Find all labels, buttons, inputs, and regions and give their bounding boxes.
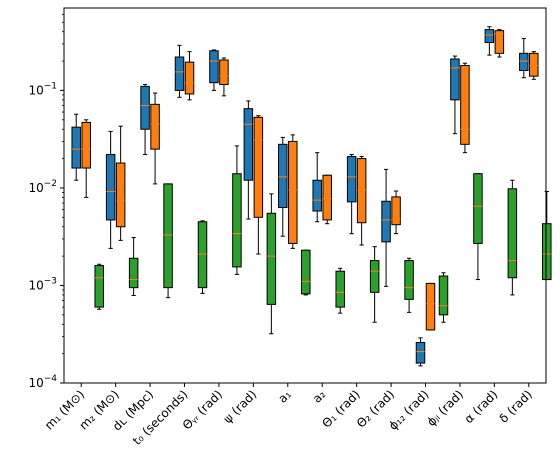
box-body — [81, 121, 91, 169]
box-s2-c7 — [335, 267, 345, 314]
box-body — [232, 173, 242, 268]
box-s1-c6 — [288, 134, 298, 249]
box-s1-c3 — [184, 51, 195, 101]
box-body — [356, 158, 367, 224]
box-body — [301, 249, 311, 295]
box-s2-c13 — [542, 190, 552, 281]
x-tick-label: ϕⱼₗ (rad) — [424, 387, 466, 429]
box-s0-c11 — [450, 55, 460, 135]
box-body — [140, 85, 150, 130]
box-s2-c4 — [232, 145, 242, 275]
box-body — [312, 179, 322, 212]
box-s2-c0 — [94, 263, 104, 310]
box-body — [105, 154, 116, 221]
box-body — [507, 188, 518, 279]
box-s2-c2 — [163, 183, 173, 299]
box-s0-c9 — [381, 168, 391, 287]
box-body — [484, 29, 495, 43]
box-body — [150, 103, 160, 150]
plot-frame — [63, 7, 547, 384]
box-body — [450, 58, 460, 101]
box-body — [288, 140, 298, 244]
box-body — [369, 260, 380, 293]
box-s2-c8 — [369, 246, 380, 323]
box-s1-c13 — [529, 51, 539, 80]
box-s0-c8 — [346, 154, 357, 235]
box-s1-c1 — [115, 125, 126, 241]
box-body — [404, 260, 414, 300]
box-s1-c12 — [494, 29, 505, 58]
box-s2-c3 — [197, 220, 208, 294]
box-s1-c9 — [391, 190, 401, 235]
y-axis: 10−4 10−3 10−2 10−1 — [28, 14, 64, 390]
y-tick-label: 10−4 — [28, 374, 57, 390]
box-s1-c8 — [356, 156, 367, 246]
box-s1-c11 — [460, 62, 470, 154]
box-body — [266, 212, 277, 305]
box-s0-c5 — [243, 100, 254, 220]
box-body — [71, 126, 81, 169]
box-s1-c4 — [219, 57, 229, 97]
box-s0-c3 — [174, 44, 185, 98]
box-body — [542, 223, 552, 281]
y-tick-label: 10−3 — [28, 276, 57, 292]
box-s1-c0 — [81, 119, 91, 198]
x-tick-label: a₂ — [310, 387, 329, 406]
box-body — [519, 52, 529, 72]
box-body — [391, 196, 401, 226]
box-body — [438, 275, 449, 316]
box-s2-c6 — [301, 249, 311, 296]
box-body — [425, 282, 436, 331]
x-tick-label: ψ (rad) — [221, 387, 260, 426]
box-s0-c1 — [105, 130, 116, 249]
box-body — [529, 52, 539, 77]
box-body — [381, 200, 391, 243]
box-body — [115, 162, 126, 228]
box-s1-c2 — [150, 92, 160, 185]
box-body — [209, 50, 219, 84]
boxes-layer — [71, 26, 552, 367]
box-s0-c2 — [140, 84, 150, 156]
box-s2-c9 — [404, 257, 414, 313]
box-s2-c11 — [473, 173, 483, 281]
box-s0-c12 — [484, 26, 495, 56]
box-body — [415, 342, 426, 364]
box-s1-c5 — [253, 115, 264, 255]
box-s1-c10 — [425, 282, 436, 331]
box-s2-c1 — [128, 237, 139, 296]
x-axis: m₁ (M⊙)m₂ (M⊙)dʟ (Mpc)t₀ (seconds)Θᵧᵣ (r… — [42, 383, 535, 448]
box-s0-c6 — [278, 136, 288, 237]
box-s0-c13 — [519, 38, 529, 79]
x-tick-label: α (rad) — [462, 387, 501, 426]
box-body — [184, 61, 195, 95]
y-tick-label: 10−2 — [28, 179, 57, 195]
x-tick-label: a₁ — [275, 387, 294, 406]
box-body — [494, 30, 505, 54]
box-body — [197, 221, 208, 289]
box-body — [335, 270, 345, 308]
box-body — [243, 108, 254, 181]
box-s0-c0 — [71, 113, 81, 181]
box-body — [473, 173, 483, 244]
y-tick-label: 10−1 — [28, 81, 57, 97]
box-body — [94, 265, 104, 308]
box-s2-c5 — [266, 193, 277, 335]
box-body — [346, 156, 357, 203]
box-body — [322, 174, 332, 221]
box-s0-c10 — [415, 337, 426, 367]
box-body — [460, 65, 470, 145]
box-s2-c10 — [438, 272, 449, 323]
box-body — [253, 116, 264, 218]
box-body — [219, 59, 229, 86]
box-body — [163, 183, 173, 289]
box-body — [278, 143, 288, 209]
box-body — [128, 257, 139, 289]
box-s1-c7 — [322, 174, 332, 225]
x-tick-label: δ (rad) — [496, 387, 534, 425]
box-s0-c4 — [209, 49, 219, 91]
box-s2-c12 — [507, 179, 518, 296]
box-s0-c7 — [312, 152, 322, 223]
box-body — [174, 56, 185, 91]
